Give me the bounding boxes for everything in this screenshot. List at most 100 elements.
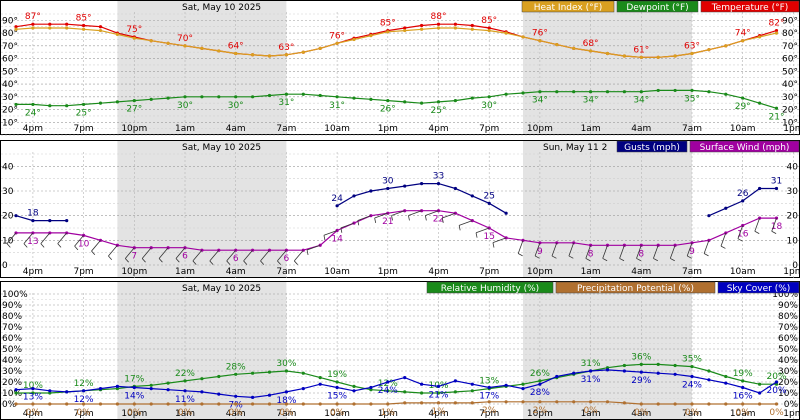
data-point (403, 100, 407, 104)
wind-barb (771, 217, 777, 232)
y-tick-left: 30° (2, 93, 18, 103)
data-point (741, 402, 745, 406)
data-point (470, 27, 474, 31)
data-label: 87° (25, 12, 41, 22)
data-label: 30° (177, 101, 193, 111)
data-point (453, 211, 457, 215)
data-label: 12% (74, 379, 94, 389)
wind-barb-flag (737, 238, 743, 242)
data-point (335, 95, 339, 99)
time-label: 7pm (479, 409, 499, 419)
wind-barb (619, 245, 625, 259)
data-point (504, 400, 508, 404)
date-label-2: Sun, May 11 2 (543, 143, 607, 153)
data-point (335, 380, 339, 384)
wind-barb-flag (720, 245, 726, 249)
data-point (48, 26, 52, 30)
data-label: 6 (182, 252, 188, 262)
data-point (403, 390, 407, 394)
data-label: 31% (581, 359, 601, 369)
data-point (555, 90, 559, 94)
data-point (420, 27, 424, 31)
data-point (65, 22, 69, 26)
data-point (470, 23, 474, 28)
y-tick-right: 10° (782, 118, 798, 128)
data-point (436, 401, 441, 405)
data-point (436, 26, 441, 30)
data-point (217, 402, 221, 406)
data-label: 8 (638, 249, 644, 259)
data-point (251, 395, 255, 399)
wind-barb (158, 247, 169, 259)
data-label: 29° (735, 102, 751, 112)
data-point (589, 49, 593, 53)
data-point (132, 402, 136, 406)
time-label: 1pm (378, 124, 398, 134)
wind-barb (669, 245, 676, 259)
wind-barb-flag (492, 242, 495, 248)
y-tick-left: 40 (2, 162, 14, 172)
data-point (589, 90, 593, 94)
data-label: 35° (684, 94, 700, 104)
time-label: 1pm (378, 267, 398, 277)
y-tick-left: 70° (2, 42, 18, 52)
data-point (234, 51, 238, 56)
data-label: 74° (735, 29, 751, 39)
data-label: 9 (689, 247, 695, 257)
data-label: 29% (631, 376, 651, 386)
data-point (605, 51, 610, 56)
data-label: 26% (530, 369, 550, 379)
data-label: 12% (378, 379, 398, 389)
data-point (572, 371, 576, 375)
wind-barb (23, 232, 34, 244)
time-label: 7am (276, 267, 296, 277)
legend-box (616, 0, 699, 13)
data-label: 17% (479, 392, 499, 402)
time-label: 1am (175, 124, 195, 134)
data-label: 2% (533, 406, 548, 416)
data-point (724, 206, 728, 210)
y-tick-left: 40° (2, 80, 18, 90)
data-label: 30° (481, 101, 497, 111)
y-tick-right: 80° (782, 29, 798, 39)
data-label: 24% (378, 386, 398, 396)
series-line (15, 215, 67, 222)
data-point (774, 380, 779, 384)
time-label: 10pm (121, 124, 147, 134)
data-point (98, 25, 103, 29)
y-tick-right: 10 (787, 236, 799, 246)
data-label: 22% (175, 369, 195, 379)
data-point (284, 390, 288, 394)
legend-box (717, 281, 800, 294)
night-shade (117, 141, 287, 277)
data-point (589, 400, 593, 404)
data-point (352, 221, 356, 225)
y-tick-right: 10% (778, 389, 798, 399)
data-label: 0% (685, 408, 700, 418)
data-point (115, 100, 119, 104)
wind-barb-flag (771, 230, 777, 235)
wind-barb-flag (391, 215, 393, 221)
time-label: 1pm (783, 124, 800, 134)
data-point (487, 385, 491, 390)
y-tick-right: 20 (787, 212, 799, 222)
data-point (318, 46, 322, 50)
data-point (774, 186, 779, 191)
data-point (774, 402, 779, 406)
y-tick-right: 0 (792, 261, 798, 271)
data-label: 75° (126, 25, 142, 35)
data-point (470, 401, 474, 405)
wind-barb-flag (226, 260, 231, 265)
y-tick-left: 10% (2, 389, 22, 399)
legend-label: Relative Humidity (%) (441, 284, 539, 294)
data-label: 24° (25, 108, 41, 118)
data-point (605, 366, 610, 370)
data-point (284, 402, 288, 406)
data-point (352, 389, 356, 393)
y-tick-left: 60° (2, 55, 18, 65)
data-point (453, 379, 457, 383)
data-point (605, 368, 610, 372)
wind-barb-flag (23, 243, 28, 248)
data-label: 18% (276, 396, 296, 406)
time-label: 10pm (121, 409, 147, 419)
